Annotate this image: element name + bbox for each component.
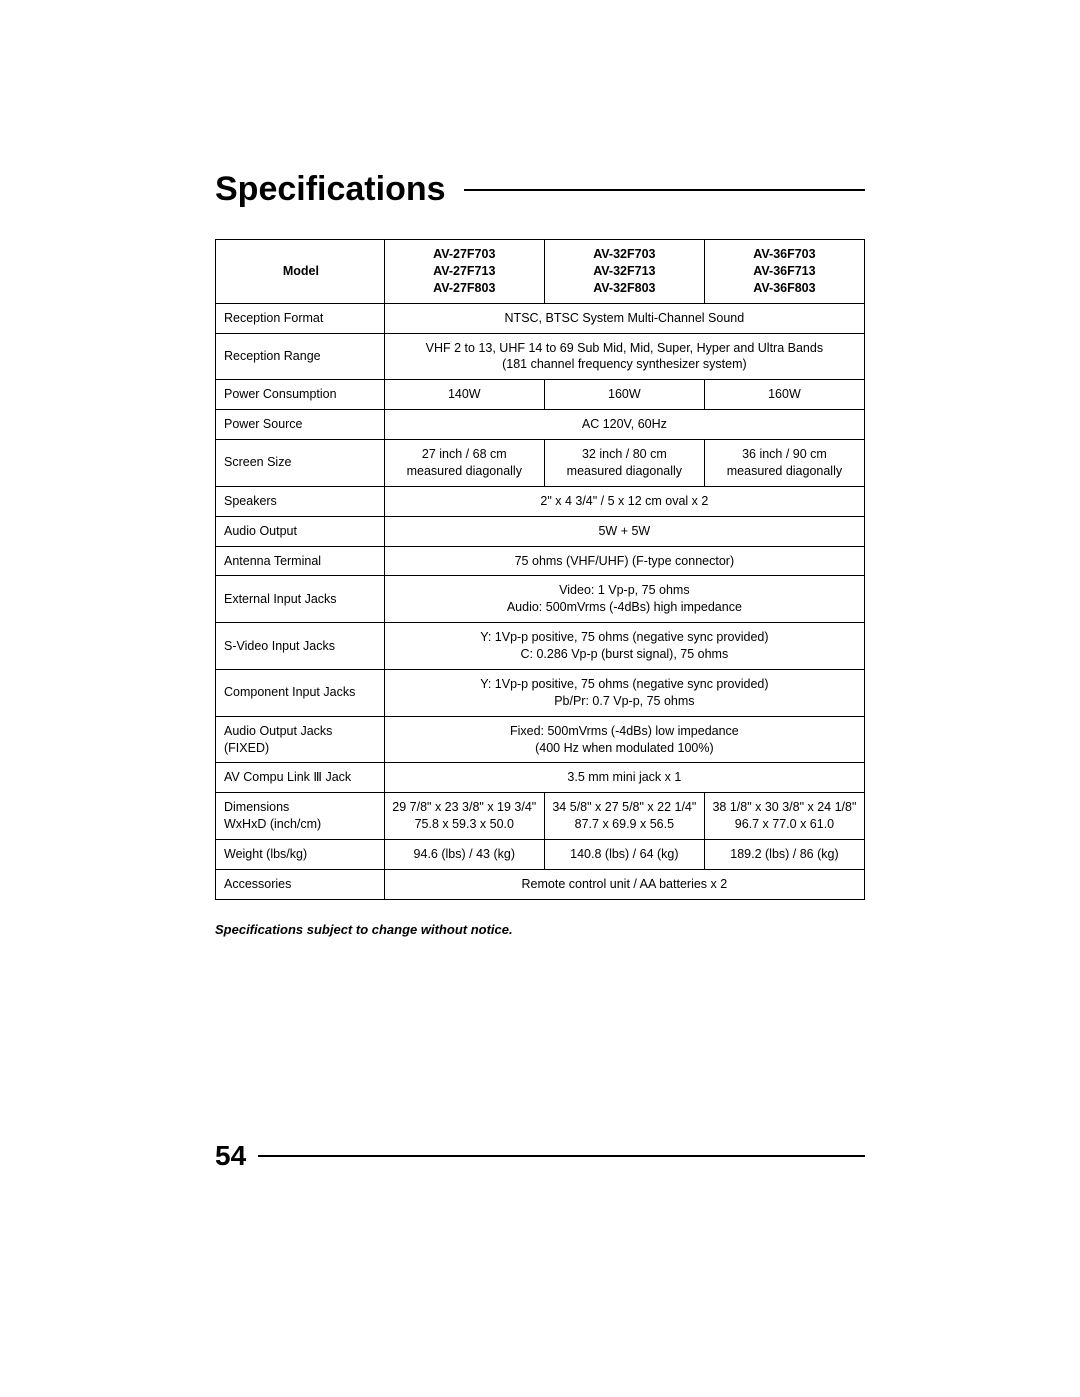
header-col-3: AV-36F703AV-36F713AV-36F803	[704, 240, 864, 304]
table-row: Power Consumption140W160W160W	[216, 380, 865, 410]
row-value: Y: 1Vp-p positive, 75 ohms (negative syn…	[384, 669, 864, 716]
table-row: DimensionsWxHxD (inch/cm)29 7/8" x 23 3/…	[216, 793, 865, 840]
change-notice: Specifications subject to change without…	[215, 922, 865, 937]
row-label: Power Consumption	[216, 380, 385, 410]
row-label: Antenna Terminal	[216, 546, 385, 576]
page: Specifications ModelAV-27F703AV-27F713AV…	[0, 0, 1080, 1397]
row-label: Reception Range	[216, 333, 385, 380]
row-value-1: 27 inch / 68 cmmeasured diagonally	[384, 440, 544, 487]
row-value: 3.5 mm mini jack x 1	[384, 763, 864, 793]
title-rule	[464, 189, 865, 191]
row-value: AC 120V, 60Hz	[384, 410, 864, 440]
row-value-1: 140W	[384, 380, 544, 410]
row-value-3: 189.2 (lbs) / 86 (kg)	[704, 840, 864, 870]
row-label: Audio Output	[216, 516, 385, 546]
row-value: 2" x 4 3/4" / 5 x 12 cm oval x 2	[384, 486, 864, 516]
row-value-2: 34 5/8" x 27 5/8" x 22 1/4"87.7 x 69.9 x…	[544, 793, 704, 840]
row-value: Remote control unit / AA batteries x 2	[384, 869, 864, 899]
table-row: AV Compu Link Ⅲ Jack3.5 mm mini jack x 1	[216, 763, 865, 793]
row-label: AV Compu Link Ⅲ Jack	[216, 763, 385, 793]
row-label: Reception Format	[216, 303, 385, 333]
row-value: 75 ohms (VHF/UHF) (F-type connector)	[384, 546, 864, 576]
row-value-2: 32 inch / 80 cmmeasured diagonally	[544, 440, 704, 487]
row-value-1: 29 7/8" x 23 3/8" x 19 3/4"75.8 x 59.3 x…	[384, 793, 544, 840]
row-value-2: 160W	[544, 380, 704, 410]
footer: 54	[215, 1140, 865, 1172]
row-label: DimensionsWxHxD (inch/cm)	[216, 793, 385, 840]
row-label: External Input Jacks	[216, 576, 385, 623]
row-value: NTSC, BTSC System Multi-Channel Sound	[384, 303, 864, 333]
row-value: Video: 1 Vp-p, 75 ohmsAudio: 500mVrms (-…	[384, 576, 864, 623]
row-label: Power Source	[216, 410, 385, 440]
row-label: Component Input Jacks	[216, 669, 385, 716]
row-label: Speakers	[216, 486, 385, 516]
table-row: Component Input JacksY: 1Vp-p positive, …	[216, 669, 865, 716]
row-label: Audio Output Jacks (FIXED)	[216, 716, 385, 763]
table-row: Audio Output5W + 5W	[216, 516, 865, 546]
row-label: Screen Size	[216, 440, 385, 487]
row-value: Y: 1Vp-p positive, 75 ohms (negative syn…	[384, 623, 864, 670]
row-label: Weight (lbs/kg)	[216, 840, 385, 870]
table-row: AccessoriesRemote control unit / AA batt…	[216, 869, 865, 899]
table-row: Weight (lbs/kg)94.6 (lbs) / 43 (kg)140.8…	[216, 840, 865, 870]
table-row: Screen Size27 inch / 68 cmmeasured diago…	[216, 440, 865, 487]
row-value: VHF 2 to 13, UHF 14 to 69 Sub Mid, Mid, …	[384, 333, 864, 380]
table-row: Reception RangeVHF 2 to 13, UHF 14 to 69…	[216, 333, 865, 380]
row-value-3: 160W	[704, 380, 864, 410]
table-row: Audio Output Jacks (FIXED)Fixed: 500mVrm…	[216, 716, 865, 763]
page-number: 54	[215, 1140, 258, 1172]
table-row: Power SourceAC 120V, 60Hz	[216, 410, 865, 440]
row-value-2: 140.8 (lbs) / 64 (kg)	[544, 840, 704, 870]
header-col-1: AV-27F703AV-27F713AV-27F803	[384, 240, 544, 304]
table-row: S-Video Input JacksY: 1Vp-p positive, 75…	[216, 623, 865, 670]
row-value: Fixed: 500mVrms (-4dBs) low impedance(40…	[384, 716, 864, 763]
row-value-1: 94.6 (lbs) / 43 (kg)	[384, 840, 544, 870]
header-model-label: Model	[216, 240, 385, 304]
table-row: External Input JacksVideo: 1 Vp-p, 75 oh…	[216, 576, 865, 623]
row-value-3: 36 inch / 90 cmmeasured diagonally	[704, 440, 864, 487]
table-row: Antenna Terminal75 ohms (VHF/UHF) (F-typ…	[216, 546, 865, 576]
row-label: S-Video Input Jacks	[216, 623, 385, 670]
header-col-2: AV-32F703AV-32F713AV-32F803	[544, 240, 704, 304]
row-label: Accessories	[216, 869, 385, 899]
table-row: Reception FormatNTSC, BTSC System Multi-…	[216, 303, 865, 333]
spec-table: ModelAV-27F703AV-27F713AV-27F803AV-32F70…	[215, 239, 865, 900]
table-header-row: ModelAV-27F703AV-27F713AV-27F803AV-32F70…	[216, 240, 865, 304]
row-value-3: 38 1/8" x 30 3/8" x 24 1/8"96.7 x 77.0 x…	[704, 793, 864, 840]
table-row: Speakers2" x 4 3/4" / 5 x 12 cm oval x 2	[216, 486, 865, 516]
footer-rule	[258, 1155, 865, 1157]
page-title: Specifications	[215, 170, 464, 209]
title-row: Specifications	[215, 170, 865, 209]
row-value: 5W + 5W	[384, 516, 864, 546]
